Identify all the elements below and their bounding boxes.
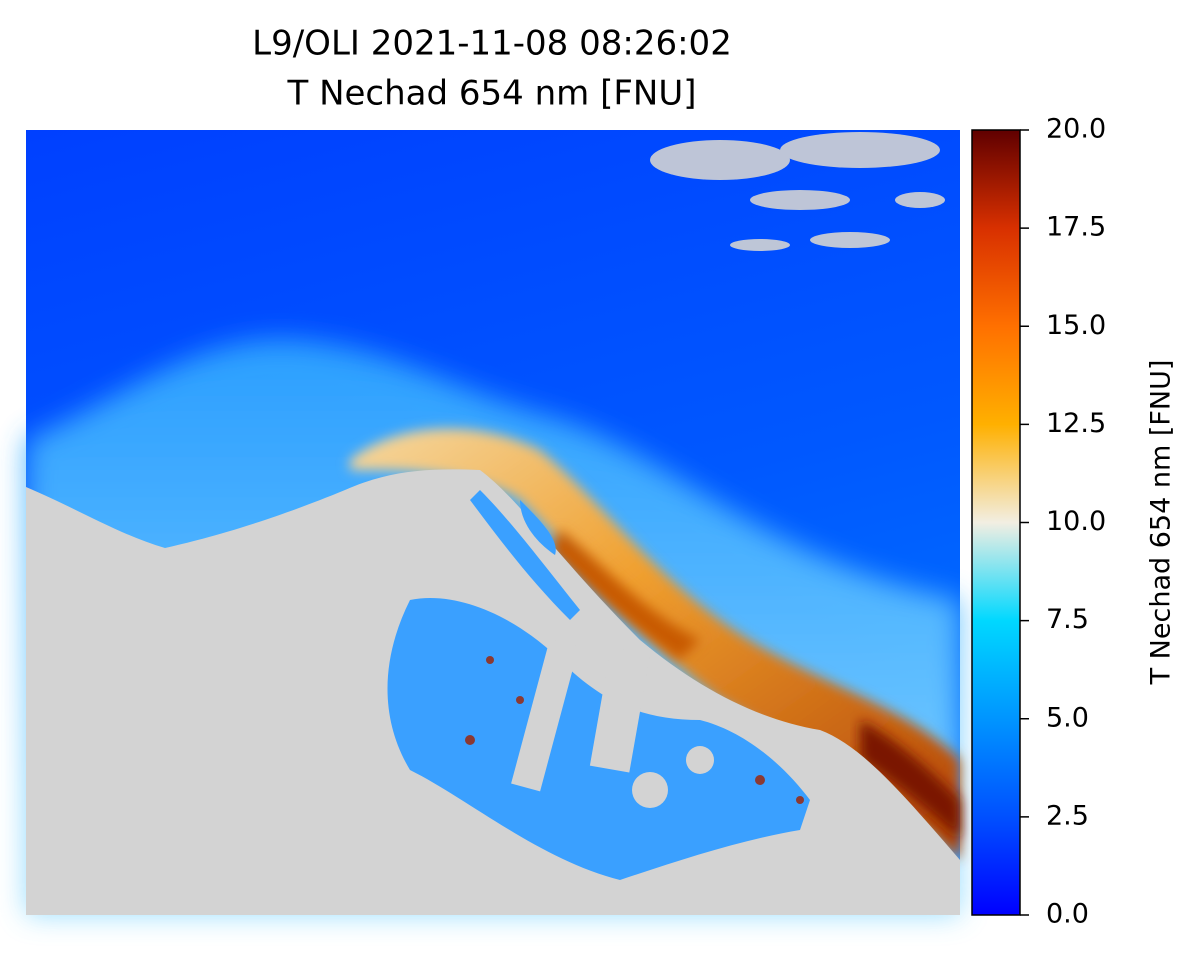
colorbar-tick-label: 12.5 bbox=[1046, 408, 1106, 439]
title: L9/OLI 2021-11-08 08:26:02 bbox=[252, 24, 732, 64]
colorbar-tick-label: 0.0 bbox=[1046, 899, 1089, 930]
colorbar-tick-label: 15.0 bbox=[1046, 310, 1106, 341]
colorbar-label: T Nechad 654 nm [FNU] bbox=[1146, 360, 1177, 686]
colorbar bbox=[971, 129, 1021, 916]
map-image bbox=[26, 130, 960, 915]
colorbar-tick-label: 2.5 bbox=[1046, 800, 1089, 831]
colorbar-tick-label: 20.0 bbox=[1046, 114, 1106, 145]
colorbar-tick-label: 7.5 bbox=[1046, 604, 1089, 635]
colorbar-tick-label: 17.5 bbox=[1046, 212, 1106, 243]
subtitle: T Nechad 654 nm [FNU] bbox=[287, 74, 697, 114]
colorbar-tick-label: 5.0 bbox=[1046, 702, 1089, 733]
colorbar-tick-label: 10.0 bbox=[1046, 506, 1106, 537]
